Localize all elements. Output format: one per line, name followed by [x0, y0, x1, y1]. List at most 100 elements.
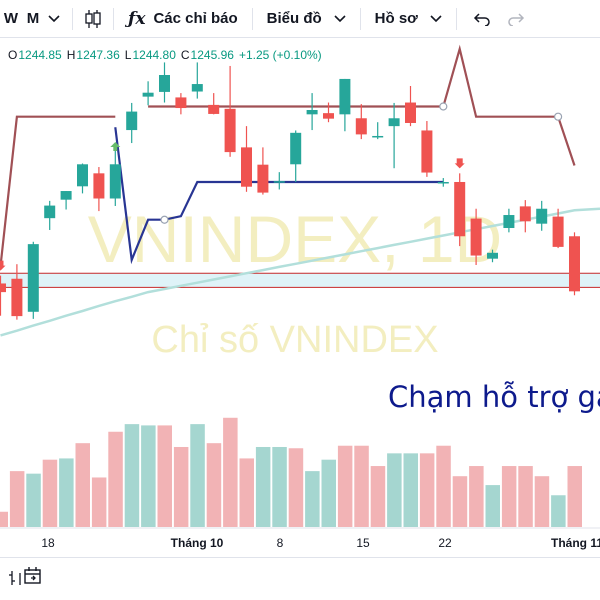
candle-body — [454, 181, 466, 237]
sell-signal-arrow — [0, 260, 6, 271]
open-label: O — [8, 48, 18, 62]
volume-bar — [255, 446, 271, 527]
candle-body — [191, 84, 203, 92]
volume-bar — [485, 485, 500, 527]
x-tick-label: 8 — [277, 536, 284, 550]
chevron-down-icon — [430, 14, 442, 22]
candle-body — [552, 216, 564, 247]
volume-bar — [173, 446, 189, 527]
candle-body — [0, 283, 6, 293]
volume-bar — [272, 446, 287, 527]
indicators-label: Các chỉ báo — [153, 10, 238, 27]
volume-bar — [75, 443, 90, 527]
chart-type-button[interactable] — [81, 0, 105, 38]
candle-body — [290, 132, 302, 165]
close-value: 1245.96 — [190, 48, 234, 62]
candle-body — [339, 78, 351, 115]
date-range-button[interactable] — [22, 565, 46, 589]
chart-type-small-button[interactable] — [6, 568, 26, 588]
candle-body — [323, 113, 334, 119]
candle-body — [126, 111, 138, 131]
candlestick-icon — [85, 9, 101, 28]
undo-button[interactable] — [465, 0, 499, 38]
moving-average-line — [0, 207, 600, 337]
x-tick-label: 22 — [438, 536, 452, 550]
charts-label: Biểu đồ — [266, 10, 322, 27]
candle-body — [470, 218, 482, 256]
indicators-button[interactable]: ƒx Các chỉ báo — [122, 0, 244, 38]
x-tick-label: 18 — [41, 536, 55, 550]
candle-body — [142, 92, 154, 97]
volume-bar — [469, 466, 484, 527]
step-point — [439, 102, 448, 111]
function-icon: ƒx — [128, 8, 146, 29]
redo-icon — [508, 12, 524, 26]
support-zone — [0, 273, 600, 288]
low-label: L — [124, 48, 132, 62]
candle-body — [519, 206, 531, 222]
candle-body — [44, 205, 56, 219]
volume-bar — [305, 471, 320, 527]
step-point — [553, 112, 563, 121]
profile-menu-button[interactable]: Hồ sơ — [369, 0, 448, 38]
candle-body — [421, 130, 433, 173]
volume-bar — [108, 431, 123, 527]
redo-button[interactable] — [499, 0, 533, 38]
x-tick-label: Tháng 11 — [551, 536, 600, 550]
volume-bar — [419, 453, 435, 527]
candle-body — [536, 208, 548, 224]
volume-bar — [190, 424, 205, 527]
interval-week-button[interactable]: W — [3, 10, 19, 27]
toolbar-divider — [113, 7, 114, 30]
bottom-toolbar — [0, 557, 600, 600]
candle-body — [93, 173, 105, 199]
step-point — [160, 215, 169, 224]
candle-body — [224, 108, 236, 153]
chevron-down-icon — [334, 14, 346, 22]
volume-bar — [534, 476, 550, 527]
profile-label: Hồ sơ — [374, 10, 418, 27]
candle-body — [273, 181, 285, 183]
interval-dropdown[interactable] — [44, 0, 64, 38]
volume-bar — [141, 425, 156, 527]
x-tick-label: 15 — [356, 536, 370, 550]
candle-body — [503, 215, 515, 229]
candle-body — [257, 164, 269, 193]
ohlc-legend: O 1244.85 H 1247.36 L 1244.80 C 1245.96 … — [0, 48, 322, 68]
candle-body — [388, 118, 400, 127]
close-label: C — [180, 48, 190, 62]
volume-bar — [567, 466, 582, 527]
candle-body — [175, 97, 187, 109]
candle-body — [355, 118, 367, 135]
interval-month-button[interactable]: M — [26, 10, 40, 27]
volume-bar — [91, 477, 107, 527]
candle-body — [11, 278, 23, 317]
toolbar-divider — [72, 7, 73, 30]
candle-body — [437, 181, 449, 184]
volume-bar — [321, 459, 336, 527]
candle-body — [372, 135, 384, 138]
volume-bar — [157, 425, 172, 527]
chevron-down-icon — [48, 14, 60, 22]
calendar-icon — [24, 567, 41, 584]
undo-icon — [473, 12, 490, 26]
low-value: 1244.80 — [132, 48, 176, 62]
candle-body — [27, 244, 39, 312]
volume-bar — [59, 458, 74, 527]
candle-body — [306, 110, 318, 115]
volume-bar — [239, 458, 254, 527]
buy-signal-arrow — [110, 142, 121, 152]
volume-bar — [354, 445, 369, 527]
volume-bar — [26, 473, 41, 527]
volume-bar — [206, 443, 222, 527]
watermark-description: Chỉ số VNINDEX — [151, 319, 438, 361]
volume-bar — [551, 495, 566, 527]
charts-menu-button[interactable]: Biểu đồ — [261, 0, 352, 38]
volume-bar — [452, 476, 468, 527]
candle-body — [241, 147, 252, 187]
candle-body — [159, 75, 170, 92]
candle-body — [569, 236, 580, 292]
volume-bar — [124, 424, 140, 527]
volume-bar — [288, 448, 304, 527]
